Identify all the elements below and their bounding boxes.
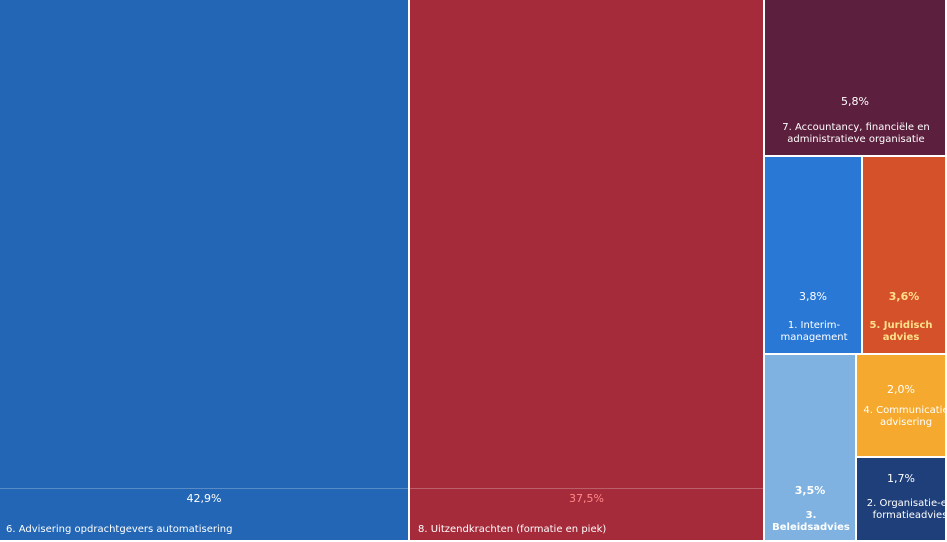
treemap-tile-adv-automatisering: 42,9% 6. Advisering opdrachtgevers automa… <box>0 0 410 542</box>
tile-label: 5. Juridisch advies <box>869 320 933 343</box>
tile-percentage: 5,8% <box>841 95 869 108</box>
tile-label: 3. Beleidsadvies <box>772 510 850 533</box>
tile-percentage: 1,7% <box>887 472 915 485</box>
tile-percentage: 42,9% <box>186 492 222 505</box>
tile-percentage: 3,6% <box>888 290 920 303</box>
treemap-tile-juridisch: 3,6% 5. Juridisch advies <box>863 157 947 355</box>
tile-label: 4. Communicatie advisering <box>863 405 947 428</box>
tile-percentage: 37,5% <box>569 492 604 505</box>
tile-label-separator <box>0 488 408 489</box>
tile-label: 6. Advisering opdrachtgevers automatiser… <box>6 524 233 535</box>
tile-label: 1. Interim-management <box>780 320 848 343</box>
treemap-tile-beleidsadvies: 3,5% 3. Beleidsadvies <box>765 355 857 542</box>
treemap-tile-accountancy: 5,8% 7. Accountancy, financiële en admini… <box>765 0 947 157</box>
tile-percentage: 3,8% <box>799 290 827 303</box>
tile-label: 7. Accountancy, financiële en administra… <box>782 122 930 145</box>
tile-label: 8. Uitzendkrachten (formatie en piek) <box>418 524 607 535</box>
treemap-tile-organisatie: 1,7% 2. Organisatie-en formatieadvies <box>857 458 947 542</box>
tile-label-separator <box>410 488 763 489</box>
treemap-tile-communicatie: 2,0% 4. Communicatie advisering <box>857 355 947 458</box>
tile-percentage: 3,5% <box>794 484 826 497</box>
tile-label: 2. Organisatie-en formatieadvies <box>866 498 947 521</box>
tile-percentage: 2,0% <box>887 383 915 396</box>
treemap-tile-uitzendkrachten: 37,5% 8. Uitzendkrachten (formatie en pie… <box>410 0 765 542</box>
treemap-tile-interim: 3,8% 1. Interim-management <box>765 157 863 355</box>
